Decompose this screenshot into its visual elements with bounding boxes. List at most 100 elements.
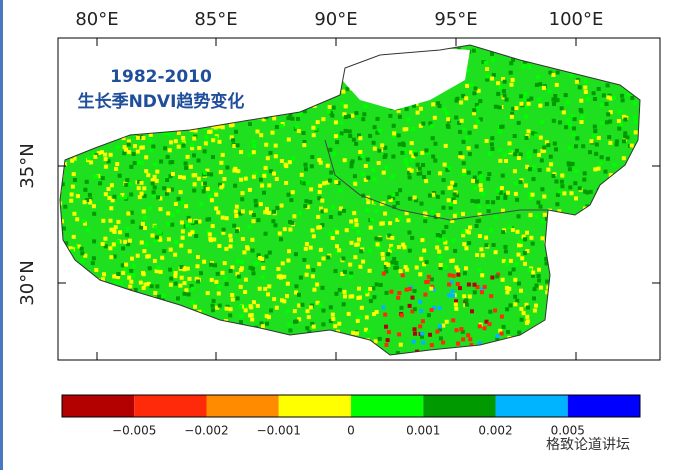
- raster-cell: [234, 214, 239, 218]
- raster-cell: [528, 213, 533, 218]
- raster-cell: [302, 143, 307, 148]
- raster-cell: [607, 135, 612, 140]
- raster-cell: [519, 101, 524, 106]
- lat-tick-label: 35°N: [17, 143, 38, 188]
- raster-cell: [337, 211, 342, 216]
- raster-cell: [272, 209, 276, 214]
- raster-cell: [525, 305, 530, 310]
- lon-tick-label: 85°E: [194, 9, 237, 30]
- raster-cell: [92, 211, 97, 216]
- raster-cell: [482, 326, 487, 331]
- raster-cell: [131, 152, 136, 157]
- raster-cell: [577, 85, 582, 90]
- raster-cell: [608, 96, 613, 101]
- raster-cell: [438, 255, 443, 260]
- raster-cell: [560, 184, 565, 189]
- raster-cell: [349, 219, 354, 224]
- raster-cell: [460, 155, 465, 160]
- raster-cell: [450, 180, 455, 185]
- raster-cell: [311, 324, 316, 329]
- raster-cell: [396, 295, 401, 300]
- raster-cell: [574, 196, 578, 201]
- raster-cell: [537, 168, 542, 173]
- raster-cell: [315, 282, 320, 287]
- raster-cell: [375, 242, 380, 247]
- raster-cell: [530, 192, 535, 197]
- raster-cell: [392, 204, 397, 209]
- raster-cell: [116, 272, 121, 276]
- raster-cell: [222, 177, 227, 181]
- raster-cell: [124, 147, 128, 152]
- raster-cell: [534, 303, 538, 308]
- raster-cell: [515, 229, 520, 234]
- raster-cell: [498, 85, 503, 90]
- raster-cell: [156, 195, 160, 200]
- raster-cell: [523, 91, 528, 96]
- raster-cell: [186, 215, 191, 220]
- raster-cell: [445, 168, 450, 172]
- raster-cell: [364, 289, 368, 294]
- raster-cell: [213, 263, 217, 268]
- no-data-area: [342, 48, 470, 110]
- raster-cell: [403, 157, 408, 162]
- raster-cell: [372, 177, 377, 182]
- raster-cell: [139, 180, 144, 185]
- raster-cell: [493, 308, 498, 313]
- raster-cell: [397, 114, 402, 119]
- raster-cell: [553, 98, 558, 103]
- raster-cell: [461, 233, 466, 238]
- raster-cell: [401, 242, 406, 247]
- raster-cell: [427, 193, 432, 198]
- raster-cell: [365, 292, 370, 297]
- lon-tick-label: 100°E: [549, 9, 604, 30]
- raster-cell: [276, 267, 281, 271]
- raster-cell: [141, 272, 146, 277]
- raster-cell: [418, 123, 423, 128]
- raster-cell: [201, 310, 206, 315]
- raster-cell: [138, 280, 143, 285]
- raster-cell: [412, 103, 417, 108]
- raster-cell: [490, 76, 494, 81]
- raster-cell: [525, 164, 530, 169]
- raster-cell: [409, 150, 414, 155]
- raster-cell: [310, 228, 315, 233]
- raster-cell: [422, 211, 427, 216]
- raster-cell: [480, 253, 485, 258]
- raster-cell: [304, 199, 309, 204]
- raster-cell: [119, 280, 123, 285]
- raster-cell: [527, 155, 532, 160]
- raster-cell: [202, 170, 207, 175]
- raster-cell: [495, 188, 500, 193]
- raster-cell: [428, 332, 432, 337]
- raster-cell: [355, 331, 359, 336]
- raster-cell: [374, 310, 379, 314]
- raster-cell: [426, 274, 431, 279]
- raster-cell: [121, 246, 126, 251]
- raster-cell: [366, 200, 371, 205]
- raster-cell: [259, 321, 264, 326]
- raster-cell: [209, 262, 214, 267]
- raster-cell: [461, 93, 466, 98]
- raster-cell: [577, 186, 582, 191]
- raster-cell: [238, 304, 243, 309]
- raster-cell: [310, 155, 315, 159]
- raster-cell: [438, 263, 443, 267]
- raster-cell: [320, 285, 325, 290]
- raster-cell: [446, 117, 451, 122]
- raster-cell: [113, 274, 118, 279]
- raster-cell: [409, 158, 414, 162]
- raster-cell: [431, 154, 436, 159]
- raster-cell: [158, 269, 163, 274]
- raster-cell: [355, 319, 360, 323]
- raster-cell: [554, 82, 559, 87]
- raster-cell: [169, 276, 174, 281]
- raster-cell: [173, 281, 178, 286]
- raster-cell: [467, 294, 472, 299]
- raster-cell: [537, 267, 541, 272]
- raster-cell: [448, 202, 453, 207]
- raster-cell: [504, 97, 509, 102]
- raster-cell: [399, 305, 404, 310]
- raster-cell: [173, 274, 178, 279]
- raster-cell: [350, 113, 355, 118]
- raster-cell: [321, 308, 326, 313]
